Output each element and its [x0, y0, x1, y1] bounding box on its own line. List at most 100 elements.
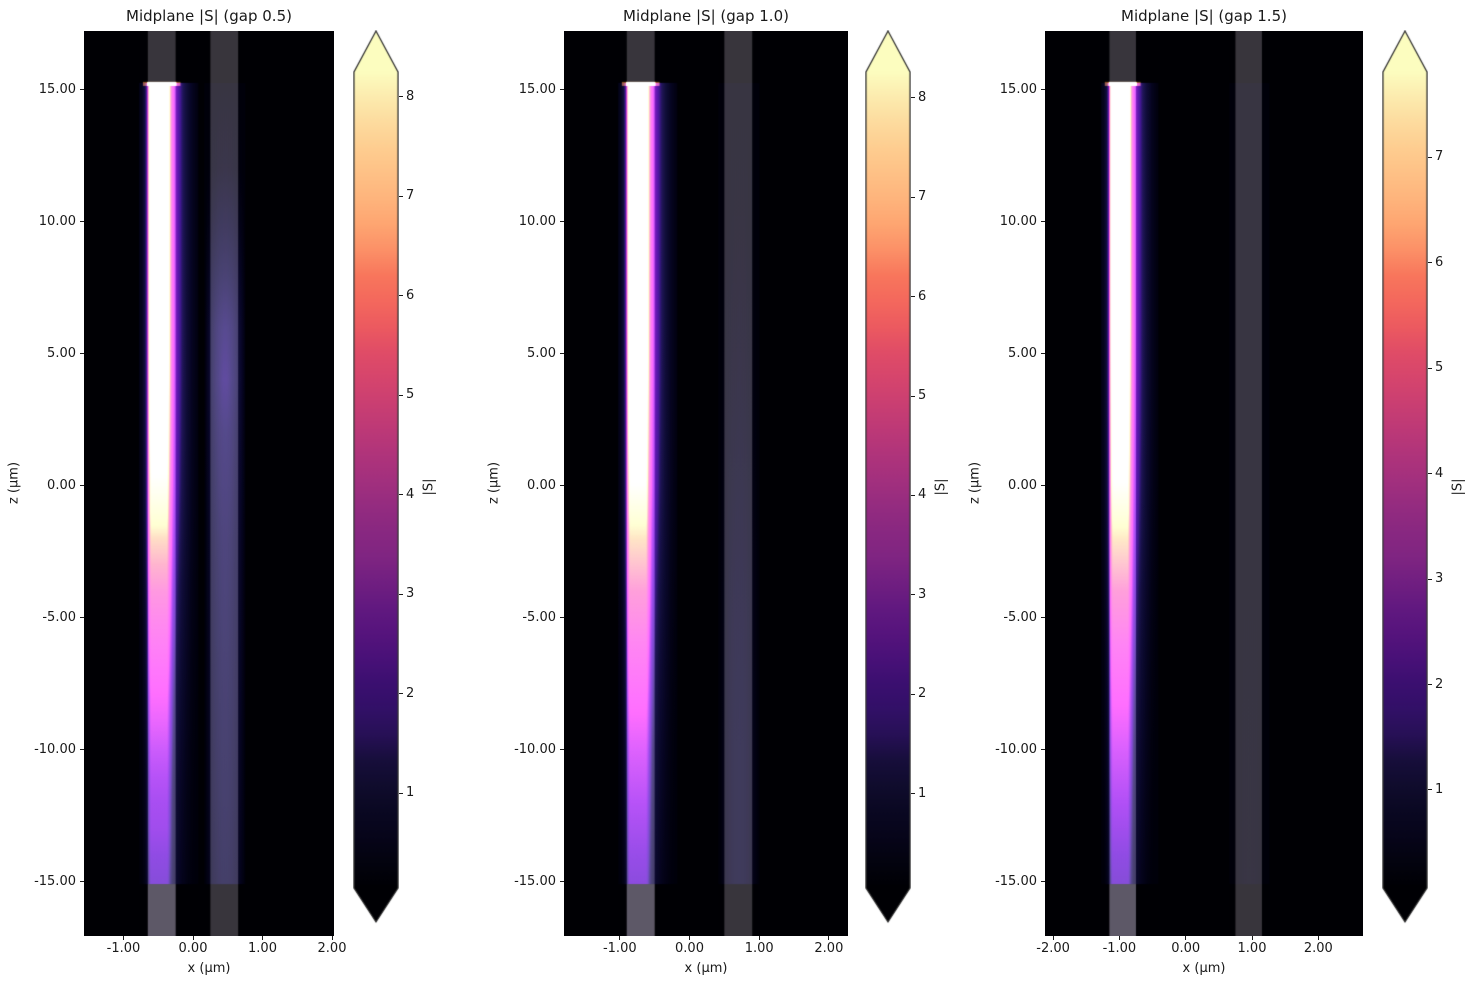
colorbar-tick-label: 2: [406, 685, 415, 701]
colorbar-tick-mark: [1428, 156, 1432, 158]
y-tick-mark: [1041, 485, 1045, 486]
colorbar-tick-mark: [911, 494, 915, 496]
x-tick-label: 1.00: [744, 941, 774, 956]
heatmap: [564, 31, 848, 936]
x-tick-label: -1.00: [602, 941, 637, 956]
colorbar-tick-label: 4: [918, 487, 927, 503]
colorbar-tick-mark: [911, 395, 915, 397]
colorbar-tick-mark: [399, 593, 403, 595]
y-tick-label: 15.00: [999, 81, 1037, 97]
colorbar-tick-label: 7: [918, 189, 927, 205]
x-tick-mark: [1251, 936, 1253, 940]
colorbar-tick-mark: [911, 594, 915, 596]
colorbar-tick-mark: [399, 494, 403, 496]
colorbar-tick-label: 2: [918, 686, 927, 702]
x-tick-mark: [192, 936, 194, 940]
colorbar: [865, 30, 911, 924]
colorbar-tick-label: 7: [1435, 149, 1444, 165]
y-tick-label: -10.00: [34, 741, 76, 757]
x-tick-mark: [828, 936, 830, 940]
x-tick-label: 0.00: [675, 941, 704, 956]
x-tick-label: 0.00: [178, 941, 208, 956]
y-tick-mark: [80, 881, 84, 882]
colorbar-tick-label: 8: [918, 89, 927, 105]
y-tick-mark: [1041, 221, 1045, 222]
x-tick-label: 0.00: [1171, 941, 1201, 956]
y-tick-mark: [560, 89, 564, 90]
colorbar-tick-mark: [911, 793, 915, 795]
plot-title: Midplane |S| (gap 1.5): [1121, 7, 1287, 25]
y-tick-label: -5.00: [42, 609, 76, 625]
colorbar-tick-mark: [1428, 789, 1432, 791]
y-tick-label: 0.00: [47, 477, 76, 493]
x-tick-mark: [1185, 936, 1187, 940]
y-tick-label: -10.00: [514, 741, 556, 757]
colorbar-tick-mark: [911, 693, 915, 695]
colorbar-tick-label: 1: [918, 785, 927, 801]
x-tick-label: 2.00: [1303, 941, 1333, 956]
heatmap: [1045, 31, 1363, 936]
colorbar-tick-label: 2: [1435, 676, 1444, 692]
y-tick-mark: [1041, 89, 1045, 90]
x-axis-label: x (μm): [187, 961, 231, 976]
colorbar-tick-label: 7: [406, 188, 415, 204]
colorbar-tick-label: 6: [1435, 254, 1444, 270]
x-tick-mark: [262, 936, 263, 940]
colorbar-tick-label: 1: [406, 785, 415, 801]
x-tick-label: 1.00: [248, 941, 277, 956]
colorbar-tick-label: 6: [406, 287, 415, 303]
y-tick-label: -5.00: [1003, 609, 1037, 625]
x-axis-label: x (μm): [1182, 961, 1226, 976]
colorbar-tick-mark: [399, 295, 403, 297]
y-tick-label: 5.00: [1008, 345, 1037, 361]
y-tick-mark: [80, 617, 84, 618]
colorbar-tick-mark: [399, 693, 403, 695]
y-tick-mark: [560, 617, 564, 618]
y-tick-label: 10.00: [999, 213, 1037, 229]
y-tick-label: 0.00: [1008, 477, 1037, 493]
x-tick-mark: [758, 936, 760, 940]
x-tick-label: -1.00: [106, 941, 141, 956]
colorbar-tick-mark: [1428, 262, 1432, 264]
y-tick-mark: [1041, 881, 1045, 882]
y-tick-mark: [80, 485, 84, 486]
y-tick-label: -15.00: [995, 873, 1037, 889]
y-tick-mark: [1041, 353, 1045, 354]
plot-title: Midplane |S| (gap 0.5): [126, 7, 292, 25]
colorbar-tick-mark: [911, 196, 915, 198]
colorbar-tick-mark: [1428, 367, 1432, 369]
x-tick-label: 2.00: [317, 941, 347, 956]
y-tick-label: -5.00: [522, 609, 556, 625]
x-tick-mark: [123, 936, 124, 940]
x-tick-mark: [689, 936, 690, 940]
colorbar-tick-mark: [911, 296, 915, 298]
y-tick-mark: [1041, 749, 1045, 750]
colorbar-tick-label: 3: [1435, 571, 1444, 587]
x-tick-label: 1.00: [1237, 941, 1267, 956]
x-tick-mark: [331, 936, 333, 940]
y-tick-label: 5.00: [47, 345, 76, 361]
colorbar: [353, 30, 399, 924]
colorbar-tick-label: 5: [1435, 360, 1444, 376]
x-tick-mark: [1317, 936, 1319, 940]
y-tick-label: 15.00: [518, 81, 556, 97]
y-tick-label: 10.00: [38, 213, 76, 229]
heatmap: [84, 31, 334, 936]
colorbar-tick-label: 3: [918, 586, 927, 602]
colorbar: [1382, 30, 1428, 924]
y-tick-label: 0.00: [527, 477, 556, 493]
colorbar-tick-mark: [1428, 578, 1432, 580]
colorbar-tick-mark: [399, 195, 403, 197]
x-tick-label: 2.00: [814, 941, 844, 956]
plot-title: Midplane |S| (gap 1.0): [623, 7, 789, 25]
x-tick-label: -2.00: [1036, 941, 1070, 956]
x-tick-mark: [1118, 936, 1120, 940]
y-tick-label: 15.00: [38, 81, 76, 97]
colorbar-tick-label: 4: [1435, 465, 1444, 481]
colorbar-tick-label: 3: [406, 586, 415, 602]
colorbar-tick-mark: [911, 97, 915, 99]
x-tick-mark: [619, 936, 621, 940]
y-tick-label: -15.00: [514, 873, 556, 889]
y-tick-mark: [560, 749, 564, 750]
